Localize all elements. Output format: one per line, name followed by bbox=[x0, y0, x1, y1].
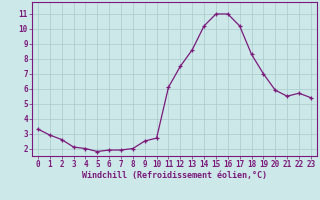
X-axis label: Windchill (Refroidissement éolien,°C): Windchill (Refroidissement éolien,°C) bbox=[82, 171, 267, 180]
